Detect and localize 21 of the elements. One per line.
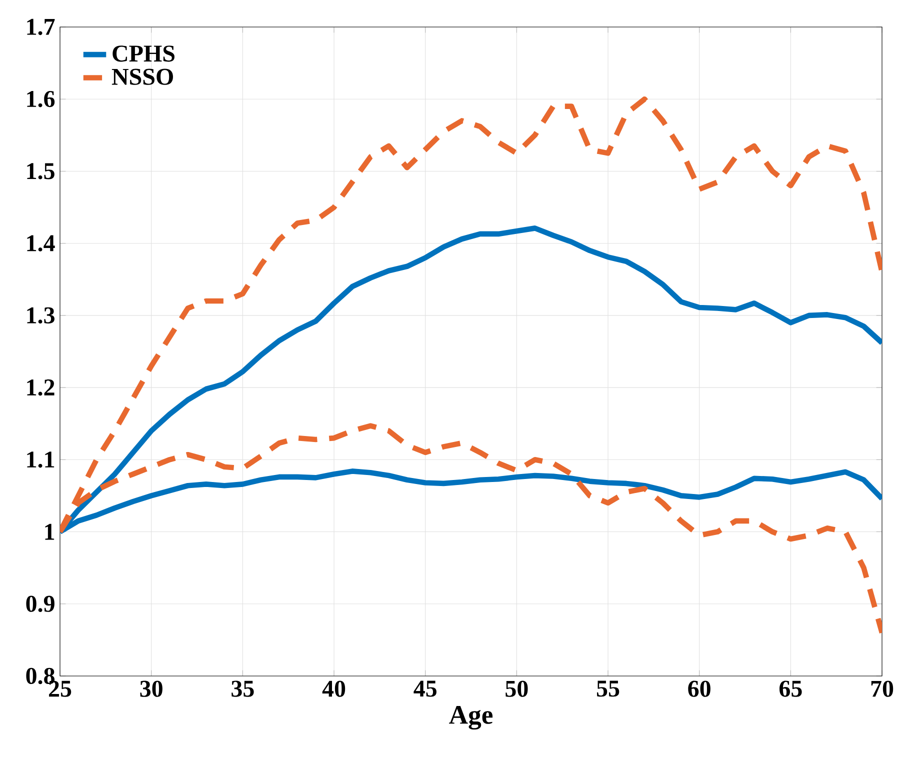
x-tick-label: 50 bbox=[506, 680, 528, 697]
x-tick-label: 45 bbox=[414, 680, 436, 697]
y-tick-label: 0.9 bbox=[26, 596, 54, 612]
y-tick-label: 1.3 bbox=[27, 307, 54, 324]
x-tick-label: 70 bbox=[871, 680, 894, 697]
y-tick-label: 1.7 bbox=[27, 18, 55, 36]
y-tick-label: 1.5 bbox=[27, 163, 54, 180]
y-tick-label: 1.2 bbox=[27, 379, 54, 396]
x-tick-label: 55 bbox=[596, 680, 620, 697]
x-axis-title: Age bbox=[449, 706, 493, 730]
y-tick-label: 1.1 bbox=[27, 452, 54, 468]
x-tick-label: 65 bbox=[779, 680, 802, 697]
y-tick-label: 1.6 bbox=[27, 90, 55, 108]
legend-label: NSSO bbox=[112, 68, 173, 85]
y-tick-label: 1.4 bbox=[27, 235, 55, 252]
x-tick-label: 30 bbox=[140, 680, 162, 697]
legend-label: CPHS bbox=[112, 46, 174, 62]
y-tick-label: 1 bbox=[45, 524, 54, 540]
x-tick-label: 40 bbox=[322, 680, 346, 697]
x-tick-label: 60 bbox=[688, 680, 710, 697]
x-tick-label: 35 bbox=[232, 680, 254, 697]
